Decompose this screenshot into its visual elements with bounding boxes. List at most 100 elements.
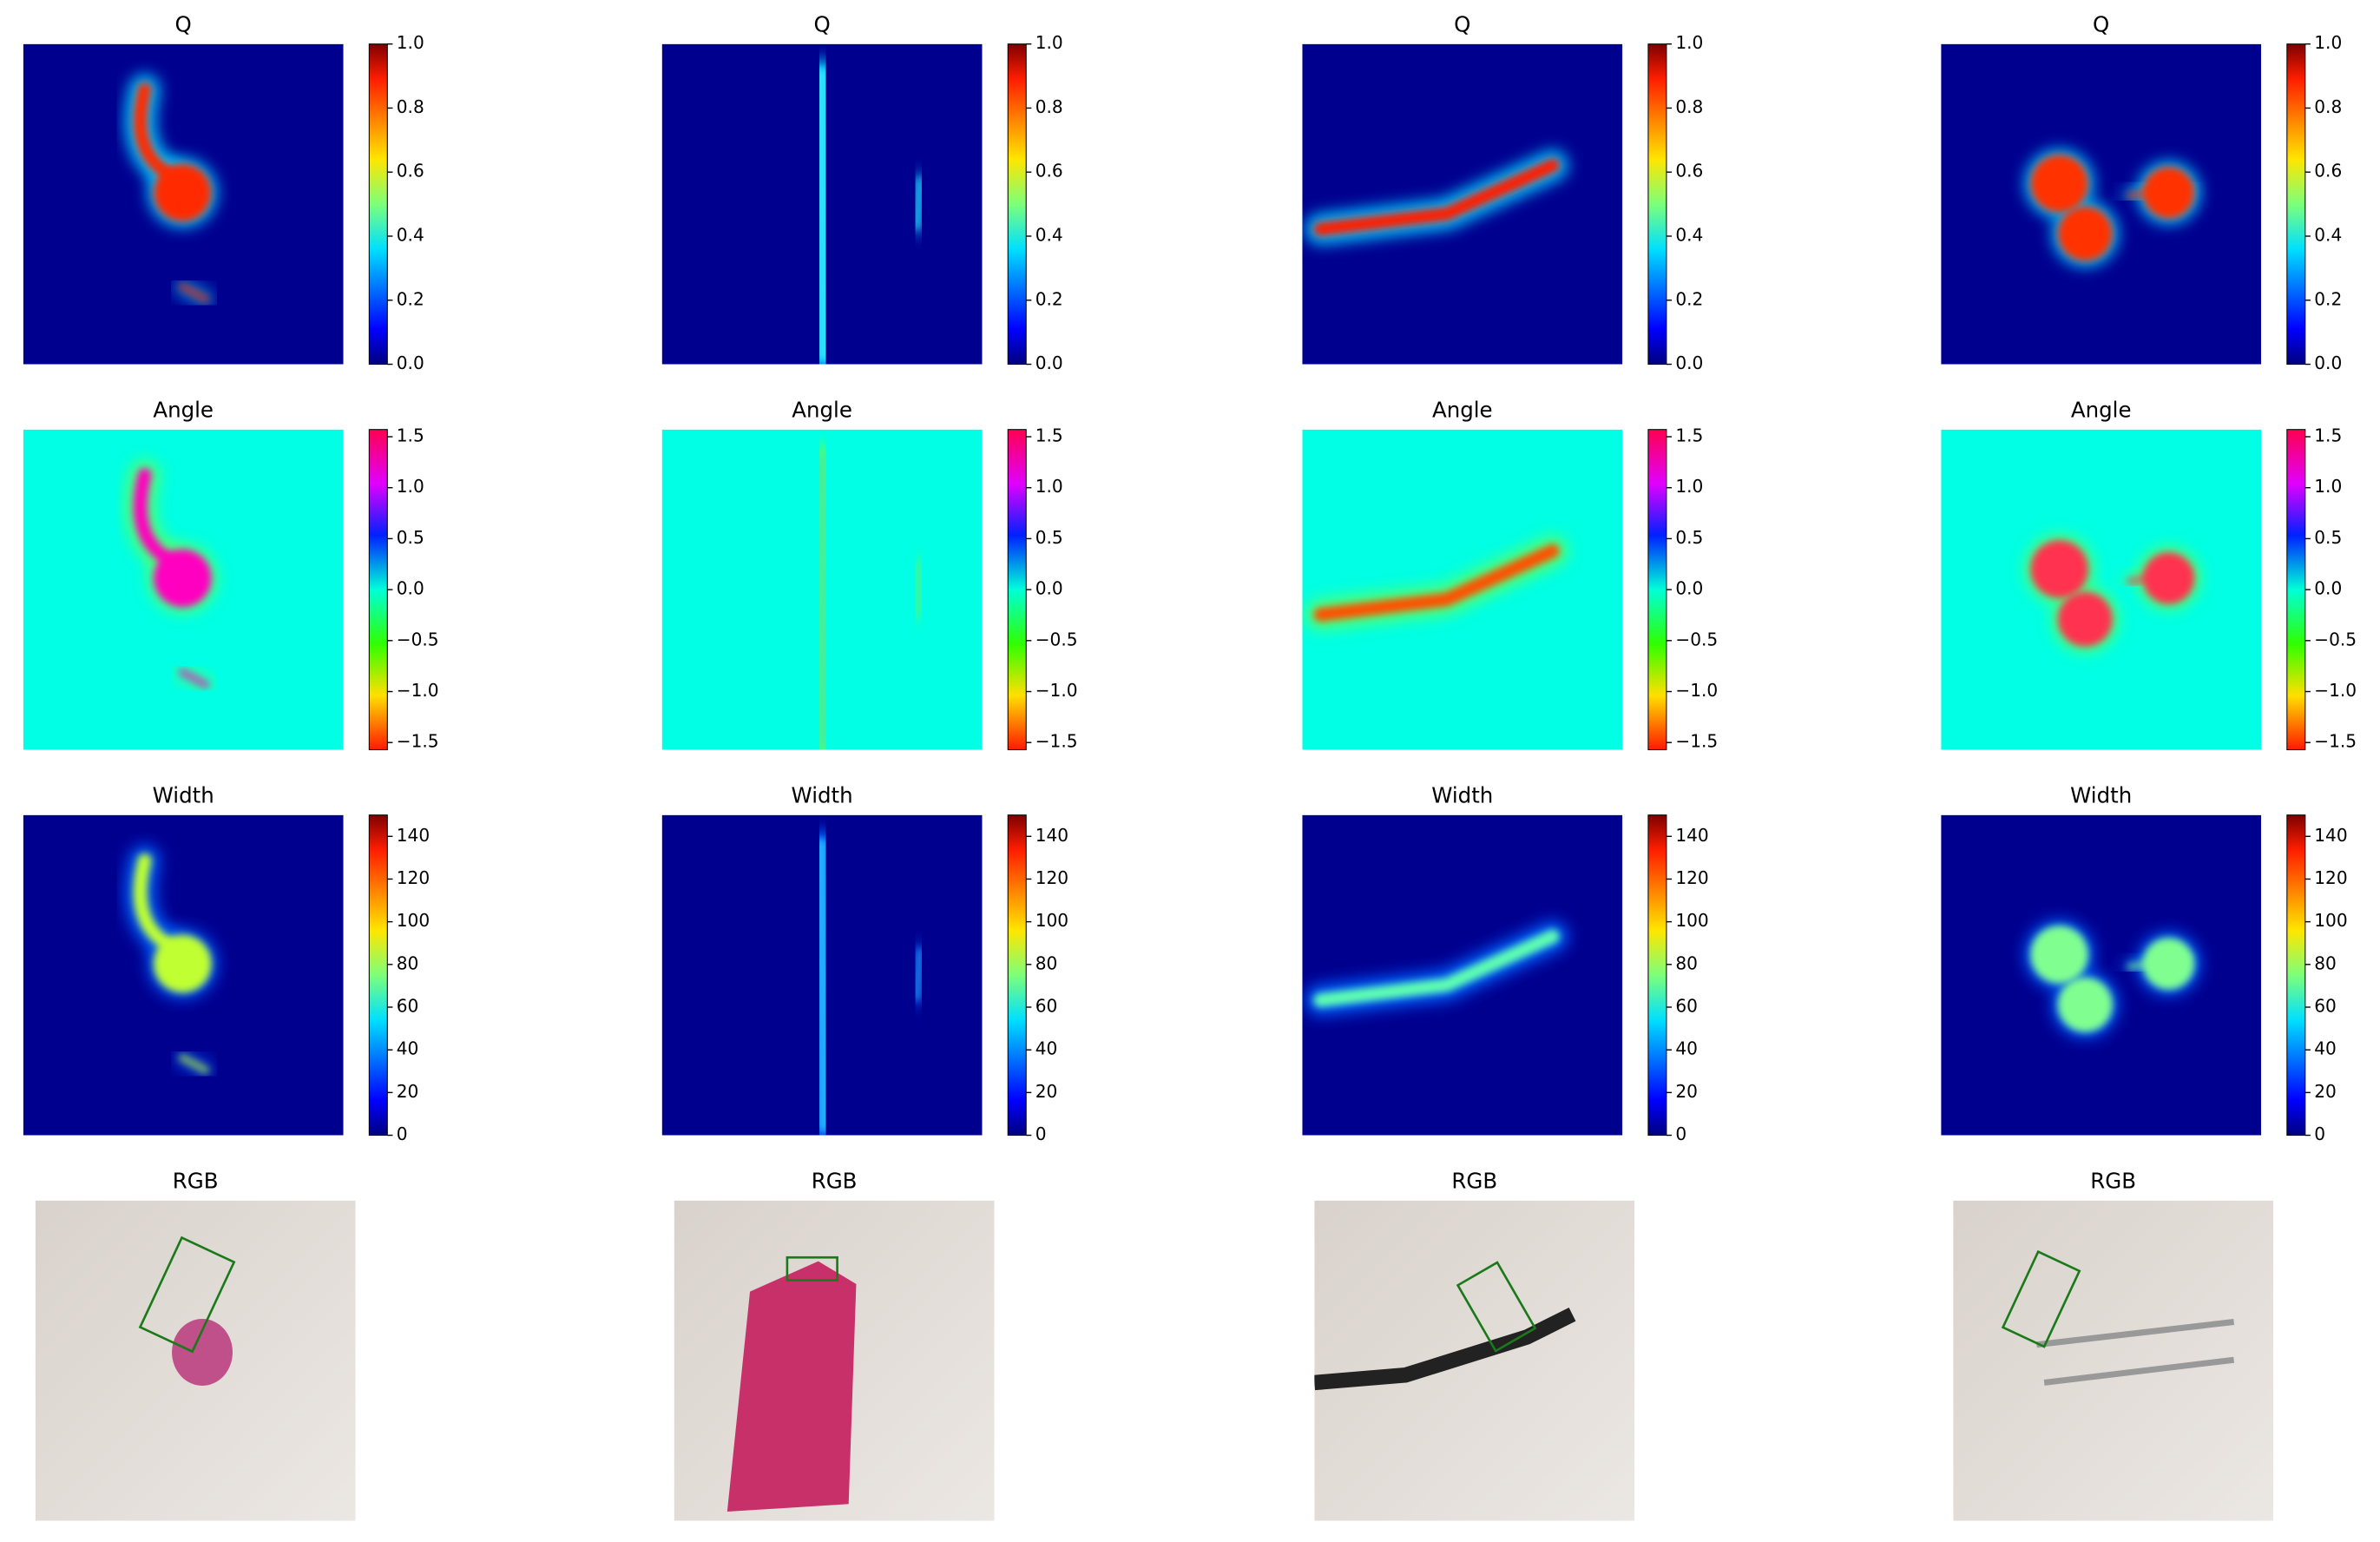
tick-label: 1.0 [1035,32,1063,53]
grasp-box [786,1255,838,1282]
heat [154,163,212,222]
image-content [1302,429,1623,750]
image-content [1953,1200,2274,1521]
tick-label: −0.5 [397,629,439,649]
tick-label: −1.5 [2314,731,2357,752]
panel-image [661,43,983,365]
tick-label: 60 [1675,995,1698,1016]
colorbar [2286,43,2306,366]
image-content [1302,43,1623,365]
panel-image [23,814,344,1136]
tick-label: 1.5 [397,425,424,446]
tick-label: 40 [1675,1038,1698,1059]
tick-label: −1.5 [1035,731,1078,752]
tick-label: 0.6 [1675,161,1703,181]
tick-label: 0.0 [1675,578,1703,599]
tick-label: 100 [1035,910,1068,931]
tick-label: 20 [2314,1081,2337,1102]
tick-label: 0.4 [397,224,424,245]
tick-label: 100 [2314,910,2347,931]
grasp-box [2001,1249,2081,1348]
heat [1313,929,1560,1007]
panel-title: Q [2093,12,2109,37]
tick-label: −1.0 [1675,680,1718,701]
panel-image [1941,43,2262,365]
colorbar [2286,814,2306,1137]
heat [814,838,832,1133]
panel-image [661,429,983,750]
heat [2030,155,2088,213]
image-content [1302,814,1623,1136]
panel-image [23,43,344,365]
panel-title: RGB [812,1169,858,1194]
colorbar [1007,429,1027,751]
tick-label: 1.0 [1035,476,1063,497]
tick-label: 80 [2314,952,2337,973]
tick-label: 1.0 [1675,32,1703,53]
tick-label: −0.5 [1035,629,1078,649]
panel-image [1302,43,1623,365]
heatmap-bg [1941,814,2262,1136]
panel-title: Width [1431,783,1493,808]
image-content [1941,814,2262,1136]
tick-label: 0.0 [1035,578,1063,599]
tick-label: 0 [1675,1124,1686,1144]
panel-title: Angle [792,398,852,423]
tick-label: 0.0 [2314,353,2342,373]
panel-image [1941,814,2262,1136]
heat [2142,167,2195,219]
tick-label: 0.5 [1035,527,1063,548]
tick-label: 120 [1675,867,1708,888]
object [1314,1307,1576,1391]
panel-title: Q [1454,12,1470,37]
tick-label: 140 [1675,825,1708,846]
tick-label: 0.8 [1675,96,1703,117]
tick-label: 1.5 [1035,425,1063,446]
panel-title: Width [153,783,214,808]
image-content [35,1200,356,1521]
panel-title: Angle [1432,398,1493,423]
grasp-box [1456,1261,1537,1353]
colorbar [368,429,388,751]
heat [2030,926,2088,984]
image-content [23,43,344,365]
object [2036,1319,2235,1386]
tick-label: 100 [1675,910,1708,931]
heat [2057,206,2113,261]
tick-label: 0 [1035,1124,1047,1144]
tick-label: 0.4 [2314,224,2342,245]
colorbar [2286,429,2306,751]
tick-label: 0.0 [397,353,424,373]
image-content [23,429,344,750]
tick-label: −1.5 [1675,731,1718,752]
heat [2057,977,2113,1032]
panel-title: Width [792,783,853,808]
tick-label: 120 [1035,867,1068,888]
panel-image [1953,1200,2274,1521]
tick-label: 0.4 [1675,224,1703,245]
image-content [1941,43,2262,365]
panel-title: RGB [173,1169,219,1194]
object [726,1261,857,1512]
tick-label: 0.4 [1035,224,1063,245]
image-content [661,814,983,1136]
tick-label: 1.0 [2314,476,2342,497]
tick-label: 1.0 [397,32,424,53]
panel-title: Angle [2071,398,2132,423]
panel-image [1302,814,1623,1136]
tick-label: −1.0 [2314,680,2357,701]
tick-label: 1.0 [2314,32,2342,53]
panel-title: Width [2070,783,2132,808]
tick-label: 0.2 [397,288,424,309]
tick-label: 60 [397,995,419,1016]
tick-label: 120 [397,867,430,888]
tick-label: 40 [2314,1038,2337,1059]
tick-label: 0.2 [2314,288,2342,309]
tick-label: 120 [2314,867,2347,888]
tick-label: 60 [1035,995,1058,1016]
image-content [661,429,983,750]
tick-label: 60 [2314,995,2337,1016]
tick-label: 100 [397,910,430,931]
panel-image [1302,429,1623,750]
heat [2057,591,2113,647]
